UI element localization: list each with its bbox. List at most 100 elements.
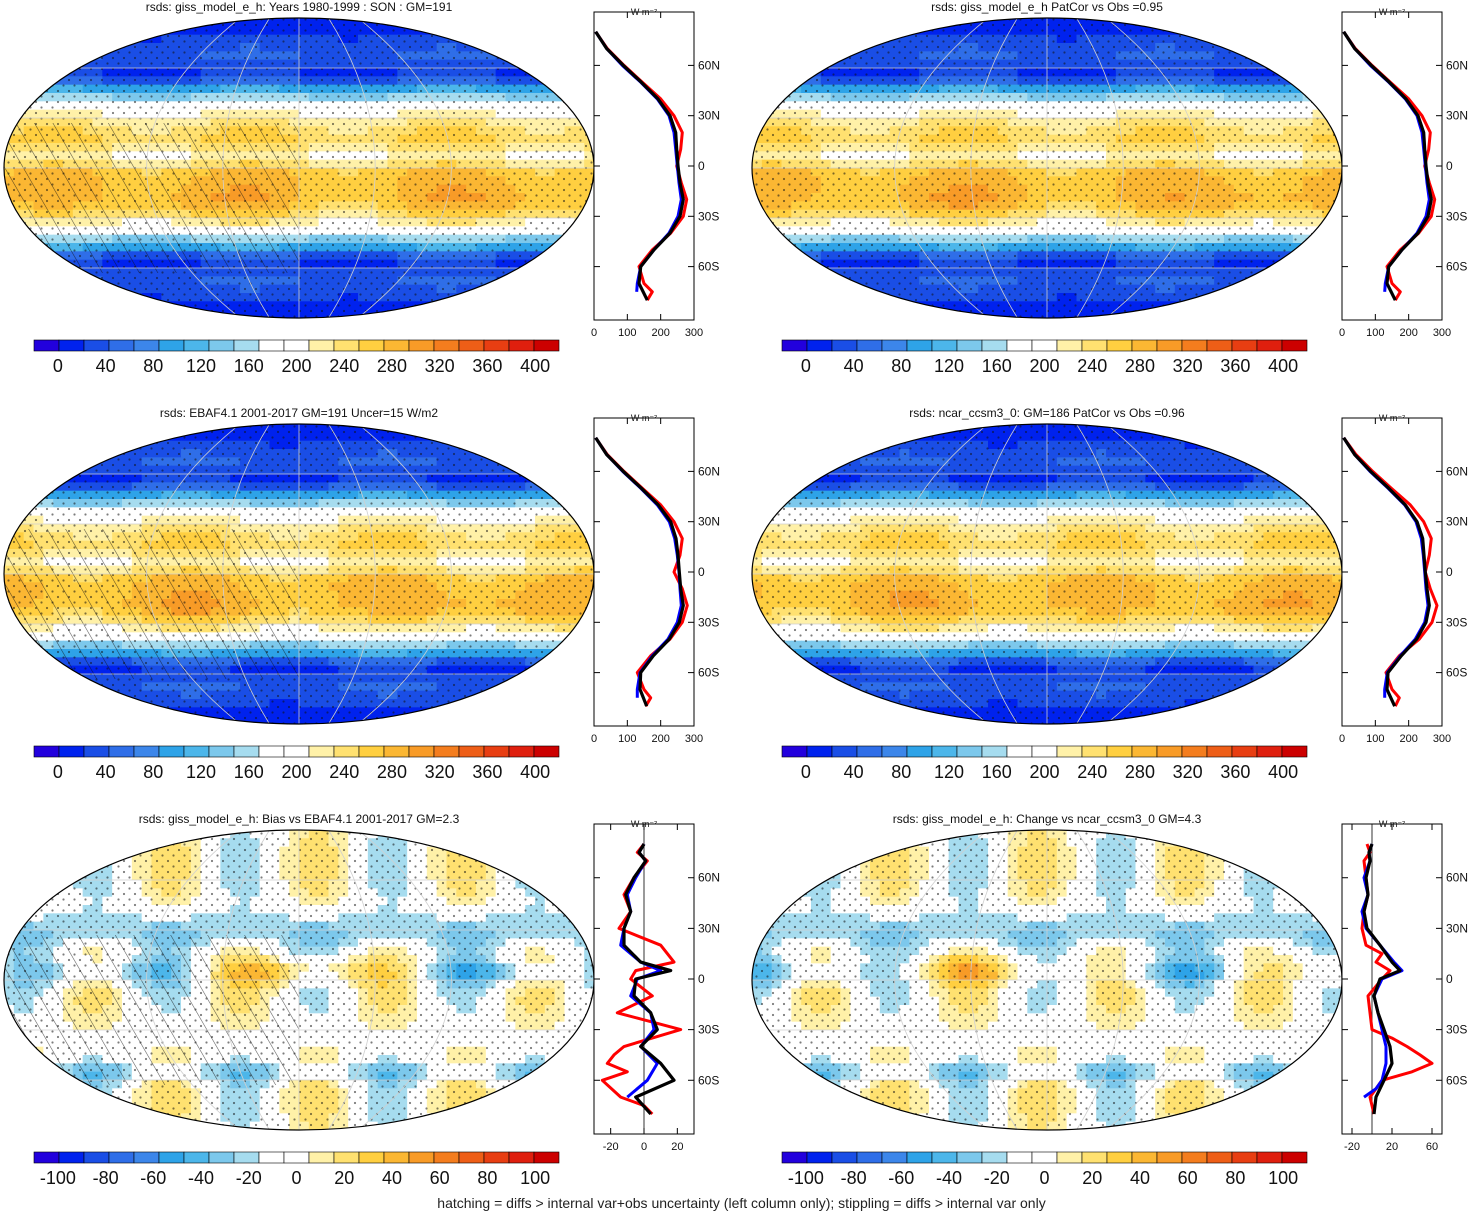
colorbar-swatch xyxy=(508,1151,535,1164)
colorbar-swatch xyxy=(58,1151,85,1164)
colorbar-swatch xyxy=(233,1151,260,1164)
colorbar-swatch xyxy=(283,1151,310,1164)
colorbar-swatch xyxy=(358,1151,385,1164)
colorbar-swatch xyxy=(956,1151,983,1164)
profile-xtick-label: 60 xyxy=(1426,1141,1438,1153)
colorbar-swatch xyxy=(906,1151,933,1164)
colorbar-swatch xyxy=(433,339,460,352)
graticule xyxy=(4,830,594,1130)
profile-ytick-label: 60S xyxy=(698,666,719,680)
colorbar-tick-label: 200 xyxy=(281,762,311,782)
profile-xtick-label: 200 xyxy=(651,327,669,339)
colorbar-swatch xyxy=(533,745,560,758)
profile-xtick-label: 0 xyxy=(591,327,597,339)
colorbar-swatch xyxy=(1256,745,1283,758)
colorbar-swatch xyxy=(108,1151,135,1164)
colorbar-swatch xyxy=(1156,339,1183,352)
figure-canvas: rsds: giss_model_e_h: Years 1980-1999 : … xyxy=(3,0,1468,1188)
profile-ytick-label: 60N xyxy=(698,58,720,72)
colorbar-tick-label: 200 xyxy=(1029,356,1059,376)
colorbar-tick-label: 160 xyxy=(234,762,264,782)
chart-panel-4: rsds: ncar_ccsm3_0: GM=186 PatCor vs Obs… xyxy=(751,406,1468,782)
colorbar-swatch xyxy=(1156,745,1183,758)
colorbar-swatch xyxy=(806,339,833,352)
colorbar-swatch xyxy=(1206,1151,1233,1164)
colorbar-swatch xyxy=(1206,745,1233,758)
profile-xtick-label: 20 xyxy=(671,1141,683,1153)
colorbar-swatch xyxy=(1081,1151,1108,1164)
profile-xtick-label: 100 xyxy=(618,733,636,745)
colorbar-swatch xyxy=(458,339,485,352)
profile-xtick-label: 300 xyxy=(1433,327,1451,339)
colorbar-swatch xyxy=(208,745,235,758)
profile-unit-label: W m⁻² xyxy=(631,7,657,17)
colorbar-tick-label: 120 xyxy=(186,762,216,782)
profile-xtick-label: 100 xyxy=(618,327,636,339)
colorbar-tick-label: 160 xyxy=(234,356,264,376)
colorbar-swatch xyxy=(308,745,335,758)
colorbar-swatch xyxy=(881,1151,908,1164)
colorbar-swatch xyxy=(33,339,60,352)
colorbar-swatch xyxy=(183,745,210,758)
zonal-profile: W m⁻² 0 100 200 300 60N 30N 0 30S 60S xyxy=(591,7,720,339)
colorbar-swatch xyxy=(1131,745,1158,758)
colorbar-tick-label: 80 xyxy=(143,356,163,376)
colorbar-tick-label: 60 xyxy=(1178,1168,1198,1188)
colorbar-swatch xyxy=(1056,745,1083,758)
colorbar-swatch xyxy=(233,339,260,352)
colorbar-swatch xyxy=(1181,745,1208,758)
colorbar-tick-label: 120 xyxy=(934,356,964,376)
colorbar-swatch xyxy=(856,1151,883,1164)
colorbar-swatch xyxy=(781,1151,808,1164)
colorbar-swatch xyxy=(1181,339,1208,352)
chart-panel-3: rsds: EBAF4.1 2001-2017 GM=191 Uncer=15 … xyxy=(3,406,720,782)
colorbar-swatch xyxy=(108,745,135,758)
profile-xtick-label: -20 xyxy=(603,1141,619,1153)
colorbar-swatch xyxy=(1131,1151,1158,1164)
profile-ytick-label: 30S xyxy=(1446,615,1467,629)
colorbar-tick-label: 20 xyxy=(334,1168,354,1188)
colorbar-tick-label: 240 xyxy=(1077,762,1107,782)
colorbar: -100 -80 -60 -40 -20 0 20 40 60 80 100 xyxy=(33,1151,560,1188)
colorbar-tick-label: 80 xyxy=(891,762,911,782)
colorbar-swatch xyxy=(58,339,85,352)
colorbar-swatch xyxy=(458,1151,485,1164)
colorbar-swatch xyxy=(208,1151,235,1164)
colorbar-tick-label: 200 xyxy=(281,356,311,376)
graticule xyxy=(4,18,594,318)
figure-footnote: hatching = diffs > internal var+obs unce… xyxy=(437,1195,1046,1211)
profile-xtick-label: 0 xyxy=(1339,327,1345,339)
colorbar-tick-label: 240 xyxy=(1077,356,1107,376)
colorbar-tick-label: 120 xyxy=(934,762,964,782)
colorbar-swatch xyxy=(333,1151,360,1164)
colorbar-swatch xyxy=(533,1151,560,1164)
map-title: rsds: ncar_ccsm3_0: GM=186 PatCor vs Obs… xyxy=(909,406,1185,420)
colorbar-swatch xyxy=(1006,745,1033,758)
colorbar-tick-label: 40 xyxy=(96,356,116,376)
profile-ytick-label: 60N xyxy=(698,464,720,478)
colorbar-tick-label: 40 xyxy=(1130,1168,1150,1188)
colorbar-tick-label: 360 xyxy=(1220,762,1250,782)
colorbar-swatch xyxy=(931,1151,958,1164)
colorbar-swatch xyxy=(831,1151,858,1164)
colorbar-swatch xyxy=(981,1151,1008,1164)
profile-xtick-label: -20 xyxy=(1344,1141,1360,1153)
colorbar-swatch xyxy=(358,745,385,758)
colorbar-swatch xyxy=(1006,1151,1033,1164)
colorbar-tick-label: -100 xyxy=(40,1168,76,1188)
colorbar-swatch xyxy=(483,1151,510,1164)
colorbar-swatch xyxy=(1231,1151,1258,1164)
map-title: rsds: giss_model_e_h: Bias vs EBAF4.1 20… xyxy=(139,812,460,826)
colorbar-swatch xyxy=(183,339,210,352)
profile-xtick-label: 300 xyxy=(685,327,703,339)
profile-series-line-3 xyxy=(622,843,676,1116)
colorbar-swatch xyxy=(1256,1151,1283,1164)
colorbar-swatch xyxy=(83,1151,110,1164)
colorbar-tick-label: 200 xyxy=(1029,762,1059,782)
graticule xyxy=(4,424,594,724)
colorbar-tick-label: 280 xyxy=(377,356,407,376)
profile-ytick-label: 30N xyxy=(1446,515,1468,529)
profile-xtick-label: 200 xyxy=(651,733,669,745)
colorbar-swatch xyxy=(956,745,983,758)
